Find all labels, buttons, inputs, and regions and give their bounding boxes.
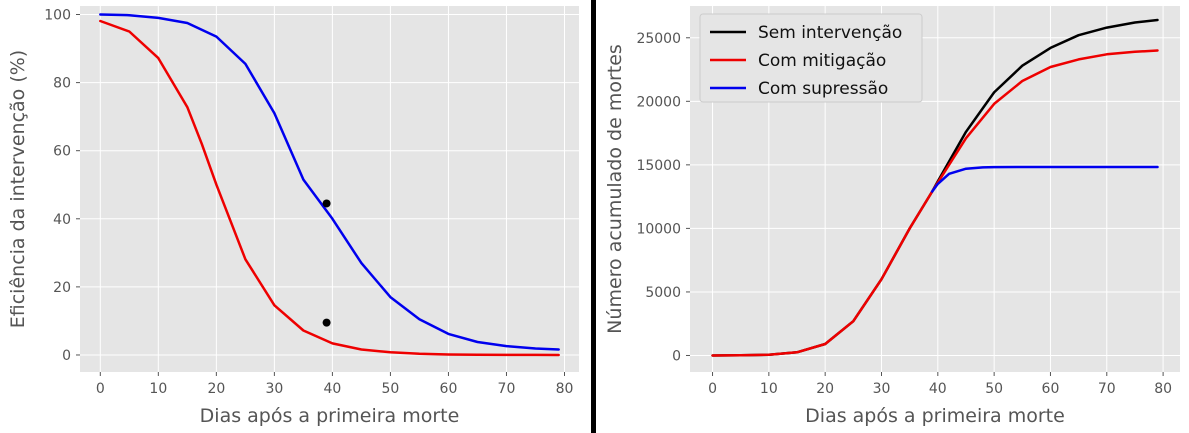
chart1-x-tick-label: 50 <box>382 381 400 397</box>
chart1-x-axis-label: Dias após a primeira morte <box>200 405 460 427</box>
chart2-y-tick-label: 15000 <box>636 158 681 174</box>
chart1-marker-0 <box>322 199 331 208</box>
chart2-x-tick-label: 50 <box>985 381 1003 397</box>
chart1-marker-1 <box>322 318 331 327</box>
chart2-legend-label: Com mitigação <box>758 51 886 71</box>
chart1-y-tick-label: 20 <box>53 280 71 296</box>
chart2-y-tick-label: 20000 <box>636 94 681 110</box>
chart2-x-tick-label: 0 <box>708 381 717 397</box>
chart2-y-tick-label: 0 <box>672 348 681 364</box>
chart2-y-tick-label: 25000 <box>636 31 681 47</box>
chart2-legend-label: Sem intervenção <box>758 23 902 43</box>
chart1-x-tick-label: 40 <box>323 381 341 397</box>
chart1-y-tick-label: 80 <box>53 76 71 92</box>
chart1-x-tick-label: 10 <box>149 381 167 397</box>
chart2-series-line-2 <box>930 165 1159 193</box>
chart1-series-line-1 <box>99 13 560 351</box>
panel-divider <box>591 0 596 433</box>
chart2-x-axis-label: Dias após a primeira morte <box>805 405 1065 427</box>
cumulative-deaths-chart: 0 10 20 30 40 50 60 70 80 0 5000 10000 15000 20000 250… <box>604 6 1180 427</box>
chart2-x-tick-label: 20 <box>816 381 834 397</box>
chart2-y-tick-label: 10000 <box>636 221 681 237</box>
chart1-x-tick-label: 60 <box>440 381 458 397</box>
chart2-legend <box>699 13 923 103</box>
chart2-y-tick-label: 5000 <box>645 285 681 301</box>
chart1-x-tick-label: 0 <box>96 381 105 397</box>
chart1-x-tick-label: 30 <box>265 381 283 397</box>
chart1-y-tick-label: 0 <box>62 348 71 364</box>
chart1-x-tick-label: 80 <box>556 381 574 397</box>
chart1-y-axis-label: Eficiência da intervenção (%) <box>7 50 29 328</box>
chart2-y-axis-label: Número acumulado de mortes <box>604 44 626 334</box>
chart1-y-tick-label: 60 <box>53 144 71 160</box>
chart2-x-tick-label: 30 <box>873 381 891 397</box>
chart2-x-tick-label: 60 <box>1042 381 1060 397</box>
chart2-legend-label: Com supressão <box>758 79 888 99</box>
chart1-series-line-0 <box>99 19 560 357</box>
chart1-x-tick-label: 70 <box>498 381 516 397</box>
chart2-x-tick-label: 10 <box>760 381 778 397</box>
chart1-plot-area <box>80 6 579 372</box>
chart1-y-tick-label: 100 <box>44 8 71 24</box>
chart2-x-tick-label: 70 <box>1098 381 1116 397</box>
chart2-x-tick-label: 80 <box>1154 381 1172 397</box>
chart2-x-tick-label: 40 <box>929 381 947 397</box>
chart1-y-tick-label: 40 <box>53 212 71 228</box>
efficiency-chart: 0 10 20 30 40 50 60 70 80 0 20 40 60 80 100 Dias após a… <box>7 6 579 427</box>
chart1-x-tick-label: 20 <box>207 381 225 397</box>
